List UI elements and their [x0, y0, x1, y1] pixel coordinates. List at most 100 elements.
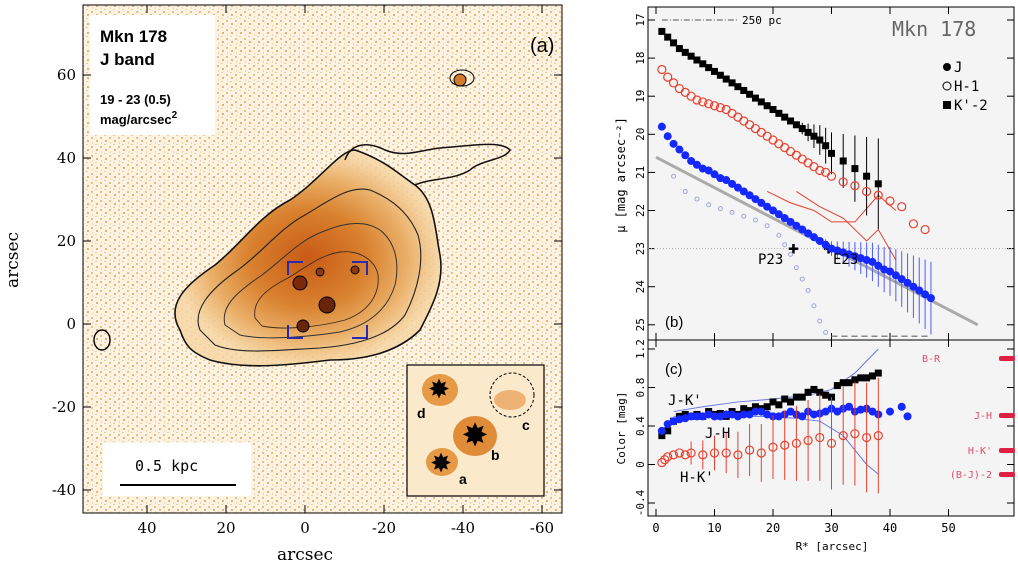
data-point-hk [803, 435, 813, 446]
knot [318, 296, 336, 314]
data-point-j [891, 271, 900, 280]
y-tick-label: 25 [634, 318, 647, 331]
galaxy-contour-4 [254, 251, 379, 329]
data-point-faint [799, 276, 805, 282]
data-point-k [798, 125, 806, 133]
data-point-faint [752, 217, 758, 223]
legend-marker-h [942, 81, 952, 91]
data-point-k [716, 71, 724, 79]
y-tick-label: 24 [634, 280, 647, 294]
y-tick-label: -20 [52, 398, 76, 416]
data-point-jk [863, 374, 871, 382]
data-point-j [821, 240, 830, 249]
data-point-jh [845, 402, 854, 411]
data-point-j [780, 214, 789, 223]
panel-a-range: 19 - 23 (0.5) [100, 92, 171, 107]
data-point-k [664, 33, 672, 41]
reference-tick [999, 413, 1015, 418]
data-point-hk [756, 448, 766, 458]
data-point-hk [850, 429, 860, 439]
data-point-j [868, 257, 877, 266]
data-point-jk [868, 372, 876, 380]
data-point-jk [751, 403, 759, 411]
series-label-jk: J-K' [668, 393, 702, 409]
data-point-jk [798, 393, 806, 401]
legend-label-j: J [954, 60, 962, 76]
annotation-e23: E23 [833, 252, 858, 268]
reference-tick [999, 356, 1015, 361]
data-point-faint [671, 173, 677, 179]
x-tick-label: 20 [216, 519, 235, 537]
ref-label-bj: (B-J)-2 [950, 470, 992, 481]
galaxy-contour-2 [197, 188, 422, 352]
data-point-h [897, 202, 907, 212]
data-point-jh [739, 410, 748, 419]
data-point-j [733, 183, 742, 192]
data-point-hk [709, 448, 720, 458]
data-point-h [920, 224, 930, 235]
data-point-jk [658, 432, 666, 440]
data-point-hk [873, 431, 883, 441]
star-icon: ✸ [430, 449, 452, 478]
data-point-k [658, 27, 666, 35]
data-point-h [815, 165, 825, 176]
data-point-jk [781, 395, 789, 403]
panel-a-xlabel: arcsec [277, 545, 333, 565]
data-point-k [734, 83, 742, 91]
data-point-j [886, 267, 894, 276]
annotation-p23: P23 [758, 252, 783, 268]
data-point-k [728, 79, 736, 87]
data-point-h [657, 64, 667, 75]
data-point-h [715, 103, 725, 113]
data-point-hk [721, 448, 731, 458]
data-point-j [909, 282, 918, 291]
data-point-k [670, 39, 678, 47]
panel-a-unit-sup: 2 [172, 110, 178, 121]
data-point-h [873, 190, 883, 200]
data-point-hk [826, 438, 837, 448]
data-point-k [781, 113, 789, 121]
data-point-hk [791, 438, 802, 448]
data-point-faint [776, 232, 782, 238]
panel-b-ylabel: μ [mag arcsec⁻²] [614, 117, 628, 233]
data-point-k [757, 98, 765, 106]
data-point-h [709, 101, 720, 111]
data-point-jk [804, 388, 812, 396]
data-point-k [705, 64, 713, 72]
galaxy-outer-contour [174, 149, 442, 367]
data-point-jh [687, 412, 696, 421]
data-point-hk [733, 450, 743, 460]
y-tick-label: 60 [57, 66, 76, 84]
data-point-jh [692, 412, 701, 421]
data-point-k [863, 172, 871, 180]
region-c-circle [489, 372, 535, 418]
data-point-h [908, 219, 919, 229]
data-point-h [861, 186, 872, 197]
data-point-jh [722, 410, 731, 419]
ref-label-jh: J-H [974, 411, 992, 422]
data-point-k [681, 48, 689, 56]
b-r-color-line [673, 348, 879, 413]
panel-c-ylabel: Color [mag] [615, 392, 628, 465]
reference-tick [999, 472, 1015, 477]
y-tick-label: 19 [634, 90, 647, 103]
legend: J H-1 K'-2 [942, 60, 988, 114]
data-point-jk [792, 393, 800, 401]
data-point-j [728, 179, 737, 188]
data-point-hk [698, 450, 708, 460]
legend-marker-k [943, 101, 951, 109]
svg-text:mag/arcsec2: mag/arcsec2 [100, 110, 178, 127]
data-point-h [692, 95, 702, 105]
inset: ✸ ✸ ✸ d b c a [406, 364, 545, 497]
legend-label-k: K'-2 [954, 98, 988, 114]
panel-a: Mkn 178 J band 19 - 23 (0.5) mag/arcsec2… [3, 4, 563, 565]
y-tick-label: 0.8 [634, 378, 647, 398]
y-tick-label: 20 [634, 128, 647, 141]
y-tick-label: 1.2 [634, 339, 647, 359]
inset-label-a: a [459, 471, 467, 487]
data-point-jk [845, 379, 853, 387]
data-point-faint [694, 196, 700, 202]
data-point-faint [805, 288, 811, 294]
